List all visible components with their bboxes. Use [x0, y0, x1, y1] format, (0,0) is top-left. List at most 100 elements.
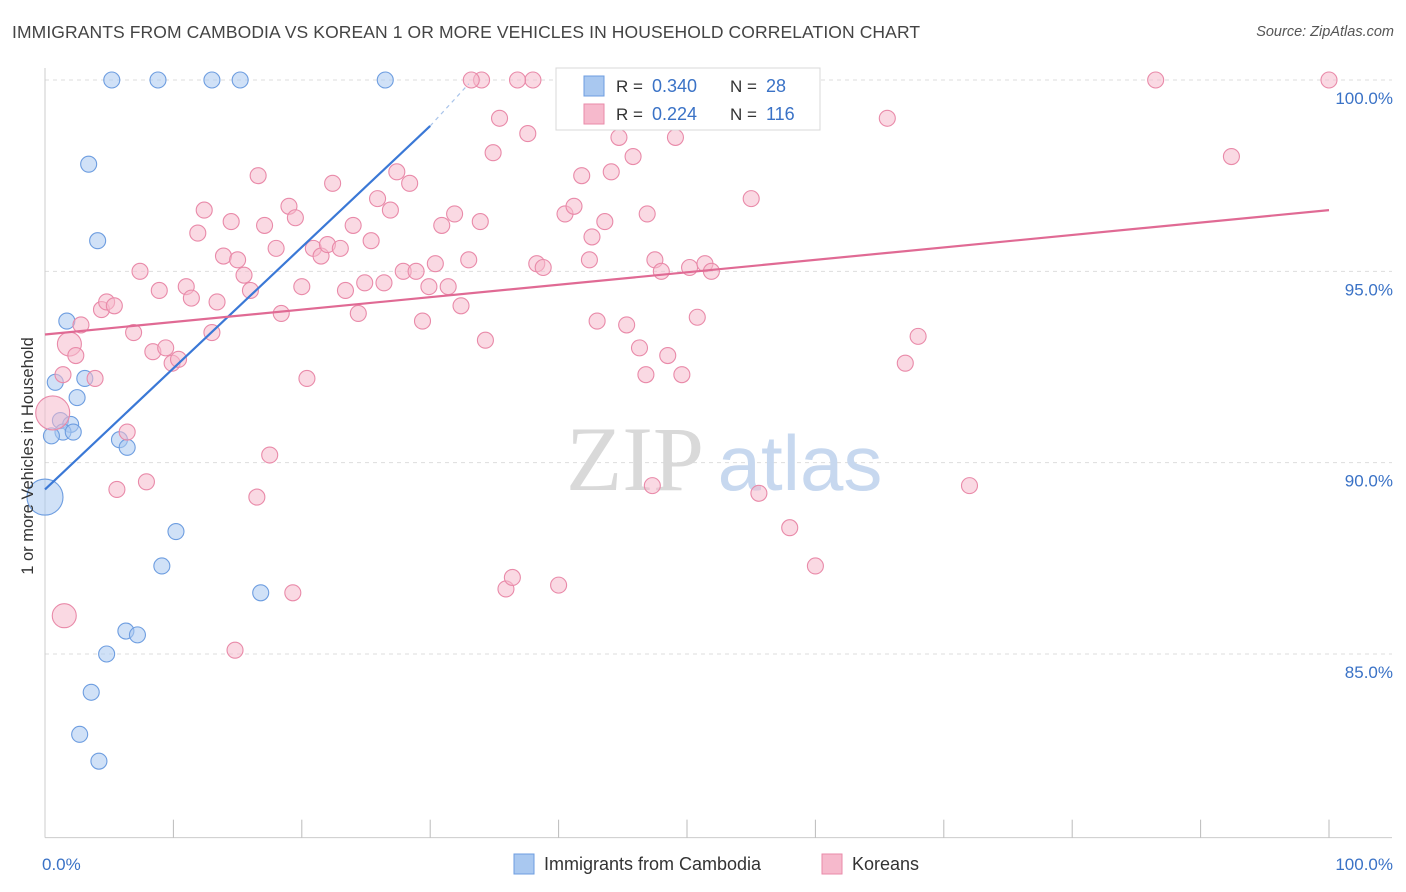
- data-point-korean: [157, 339, 175, 357]
- data-point-korean: [331, 239, 349, 257]
- data-point-korean: [742, 190, 760, 208]
- data-point-cambodia: [252, 584, 270, 602]
- data-point-korean: [54, 366, 72, 384]
- legend-swatch-pink: [583, 103, 605, 125]
- data-point-cambodia: [89, 232, 107, 250]
- data-point-korean: [583, 228, 601, 246]
- data-point-korean: [256, 216, 274, 234]
- data-point-korean: [356, 274, 374, 292]
- y-tick-label: 100.0%: [1335, 89, 1393, 108]
- data-point-cambodia: [376, 71, 394, 89]
- y-tick-label: 90.0%: [1345, 472, 1393, 491]
- data-point-korean: [72, 316, 90, 334]
- data-point-korean: [534, 258, 552, 277]
- data-point-korean: [35, 395, 71, 431]
- data-point-korean: [388, 163, 406, 181]
- data-point-korean: [420, 278, 438, 296]
- data-point-korean: [235, 266, 253, 284]
- data-point-korean: [214, 247, 233, 265]
- data-point-korean: [596, 213, 614, 231]
- data-point-korean: [806, 557, 824, 575]
- data-point-korean: [878, 109, 896, 127]
- y-tick-label: 85.0%: [1345, 663, 1393, 682]
- data-point-korean: [610, 128, 628, 146]
- series-pink-points: [35, 71, 1338, 659]
- data-point-korean: [272, 304, 290, 322]
- data-point-korean: [550, 576, 568, 594]
- data-point-korean: [137, 473, 155, 491]
- legend-n-value: 116: [766, 104, 795, 124]
- data-point-korean: [588, 312, 606, 330]
- points-layer: [26, 71, 1338, 770]
- data-point-korean: [462, 71, 480, 89]
- data-point-korean: [108, 480, 126, 499]
- series-blue-points: [26, 71, 394, 770]
- data-point-korean: [565, 197, 583, 215]
- data-point-korean: [362, 232, 380, 250]
- legend-r-value: 0.340: [652, 76, 697, 96]
- legend-n-label: N =: [730, 105, 757, 124]
- data-point-korean: [267, 239, 285, 257]
- data-point-korean: [618, 316, 636, 334]
- data-point-cambodia: [80, 155, 98, 173]
- data-point-cambodia: [82, 683, 100, 701]
- data-point-cambodia: [90, 752, 108, 770]
- legend-r-label: R =: [616, 105, 643, 124]
- data-point-korean: [375, 274, 393, 292]
- data-point-korean: [401, 174, 419, 192]
- data-point-cambodia: [149, 71, 167, 89]
- data-point-korean: [241, 281, 259, 300]
- data-point-korean: [349, 304, 367, 322]
- data-point-korean: [169, 350, 188, 368]
- data-point-korean: [222, 213, 240, 231]
- data-point-cambodia: [58, 312, 76, 330]
- legend-top: R = 0.340 N = 28 R = 0.224 N = 116: [555, 67, 821, 131]
- data-point-cambodia: [118, 438, 136, 456]
- data-point-korean: [484, 144, 502, 162]
- data-point-korean: [750, 484, 768, 502]
- data-point-korean: [407, 262, 425, 280]
- data-point-korean: [182, 289, 200, 307]
- data-point-korean: [896, 354, 914, 372]
- data-point-korean: [666, 128, 684, 146]
- data-point-cambodia: [103, 71, 121, 89]
- watermark-zip: ZIP: [566, 408, 704, 510]
- trend-line-extension-blue: [429, 83, 470, 127]
- legend-r-value: 0.224: [652, 104, 697, 124]
- data-point-korean: [248, 488, 266, 506]
- data-point-cambodia: [231, 71, 249, 89]
- axis-layer: 100.0% 95.0% 90.0% 85.0% 0.0% 100.0%: [42, 68, 1393, 874]
- data-point-korean: [638, 205, 656, 223]
- data-point-korean: [781, 519, 799, 537]
- data-point-korean: [630, 339, 649, 357]
- data-point-korean: [208, 293, 226, 311]
- data-point-korean: [189, 224, 207, 242]
- legend-swatch-blue: [583, 75, 605, 97]
- data-point-korean: [624, 147, 642, 166]
- legend-bottom: Immigrants from Cambodia Koreans: [513, 853, 919, 875]
- data-point-cambodia: [167, 522, 185, 541]
- data-point-korean: [652, 262, 670, 280]
- data-point-korean: [688, 308, 706, 326]
- trend-line-blue: [44, 125, 431, 491]
- data-point-korean: [284, 584, 302, 602]
- data-point-korean: [324, 174, 342, 192]
- data-point-korean: [1222, 147, 1240, 166]
- data-point-cambodia: [128, 626, 146, 644]
- data-point-korean: [229, 251, 247, 269]
- data-point-korean: [86, 369, 104, 388]
- data-point-korean: [519, 125, 537, 143]
- data-point-korean: [118, 423, 136, 441]
- grid-layer: [45, 79, 1392, 655]
- x-tick-label: 0.0%: [42, 855, 81, 874]
- data-point-korean: [508, 71, 527, 89]
- data-point-korean: [433, 216, 451, 234]
- legend-bottom-label: Immigrants from Cambodia: [544, 854, 762, 874]
- data-point-korean: [503, 568, 521, 587]
- data-point-korean: [637, 366, 655, 384]
- data-point-korean: [960, 477, 979, 495]
- data-point-cambodia: [203, 71, 221, 89]
- data-point-cambodia: [98, 645, 116, 663]
- data-point-korean: [643, 477, 661, 495]
